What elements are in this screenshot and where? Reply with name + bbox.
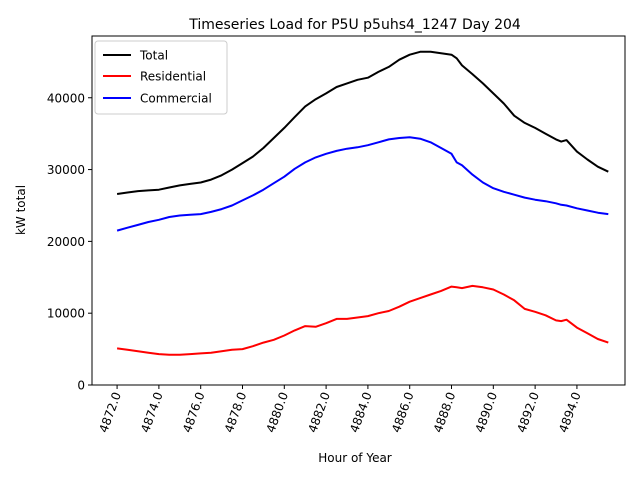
y-tick-label: 20000 [47, 235, 85, 249]
x-axis: 4872.0 4874.0 4876.0 4878.0 4880.0 4882.0 4884… [96, 385, 584, 434]
x-tick-label: 4880.0 [264, 390, 292, 434]
x-tick-label: 4894.0 [556, 390, 584, 434]
legend: Total Residential Commercial [94, 40, 228, 115]
series-line-total [116, 50, 609, 195]
y-axis: 0 10000 20000 30000 40000 [47, 91, 92, 393]
y-tick-label: 40000 [47, 91, 85, 105]
chart-title: Timeseries Load for P5U p5uhs4_1247 Day … [188, 17, 521, 33]
y-tick-label: 10000 [47, 307, 85, 321]
legend-label-total: Total [139, 49, 168, 63]
x-tick-label: 4872.0 [96, 390, 124, 434]
series-line-residential [116, 284, 609, 356]
x-tick-label: 4884.0 [347, 390, 375, 434]
x-tick-label: 4874.0 [138, 390, 166, 434]
x-tick-label: 4890.0 [473, 390, 501, 434]
plot-frame [91, 35, 626, 386]
y-axis-label: kW total [14, 185, 28, 235]
x-tick-label: 4886.0 [389, 390, 417, 434]
x-tick-label: 4876.0 [180, 390, 208, 434]
legend-label-commercial: Commercial [140, 92, 212, 106]
y-tick-label: 30000 [47, 163, 85, 177]
series-line-commercial [116, 136, 609, 232]
legend-frame [94, 40, 228, 115]
x-tick-label: 4878.0 [222, 390, 250, 434]
x-tick-label: 4892.0 [514, 390, 542, 434]
y-tick-label: 0 [77, 379, 85, 393]
x-tick-label: 4888.0 [431, 390, 459, 434]
x-tick-label: 4882.0 [305, 390, 333, 434]
series-layer [116, 50, 609, 356]
x-axis-label: Hour of Year [318, 451, 392, 465]
legend-label-residential: Residential [140, 70, 206, 84]
